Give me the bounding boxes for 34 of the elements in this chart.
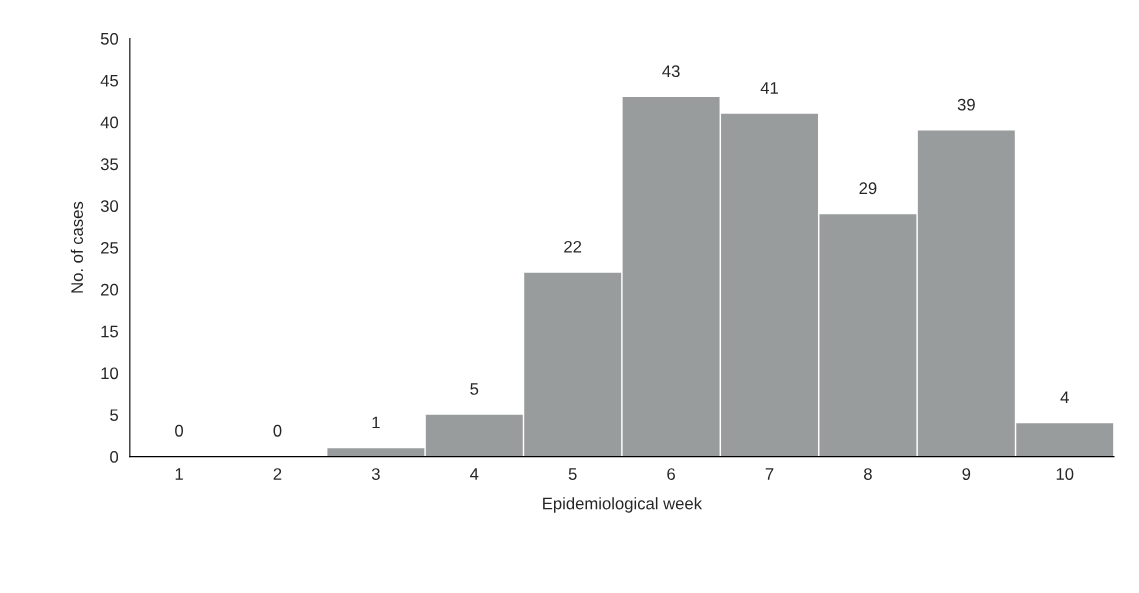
- bar: [327, 448, 425, 457]
- x-tick-label: 7: [765, 468, 774, 480]
- x-tick-label: 6: [667, 468, 675, 480]
- y-tick-label: 40: [100, 116, 119, 129]
- data-label: 39: [957, 98, 975, 111]
- x-tick-label: 4: [470, 468, 479, 480]
- y-tick-label: 20: [101, 283, 119, 296]
- y-tick-label: 15: [101, 325, 119, 338]
- x-tick-label: 10: [1056, 468, 1074, 480]
- data-label: 5: [470, 383, 479, 395]
- data-label: 43: [662, 65, 680, 78]
- x-tick-label: 5: [568, 468, 577, 480]
- x-tick-label: 9: [962, 468, 971, 480]
- data-label: 22: [564, 240, 582, 253]
- x-tick-label: 8: [864, 468, 872, 480]
- y-axis-title: No. of cases: [70, 201, 84, 293]
- y-tick-label: 45: [100, 74, 119, 87]
- x-tick-label: 3: [371, 468, 380, 480]
- x-tick-label: 2: [273, 468, 282, 480]
- data-label: 0: [273, 424, 282, 437]
- y-tick-label: 0: [110, 451, 119, 463]
- y-tick-label: 5: [110, 409, 119, 422]
- data-label: 29: [859, 182, 877, 195]
- y-tick-label: 30: [100, 200, 119, 212]
- data-label: 0: [175, 424, 184, 437]
- y-tick-label: 25: [101, 241, 119, 254]
- y-tick-label: 10: [101, 367, 119, 380]
- data-label: 41: [760, 82, 778, 94]
- y-tick-label: 35: [100, 158, 119, 171]
- data-label: 1: [372, 416, 380, 429]
- x-axis-title: Epidemiological week: [543, 497, 703, 513]
- x-tick-label: 1: [175, 468, 183, 480]
- y-tick-label: 50: [100, 32, 119, 45]
- data-label: 4: [1060, 391, 1069, 404]
